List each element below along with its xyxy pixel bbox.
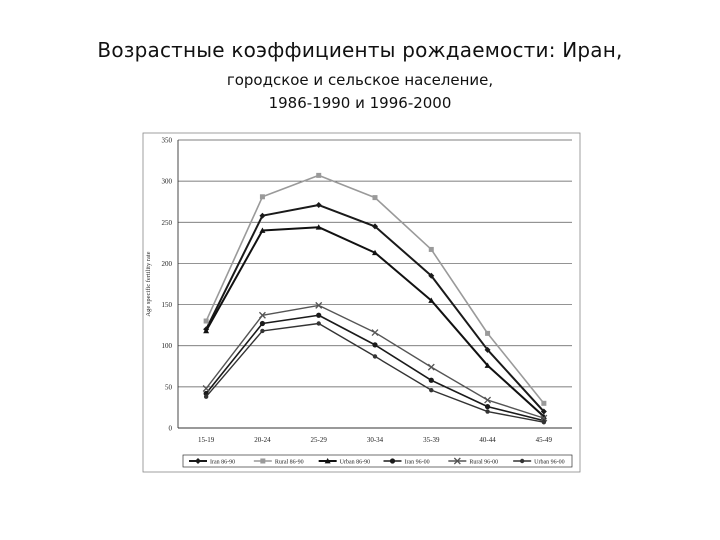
data-point	[428, 272, 435, 279]
data-point	[428, 297, 435, 303]
legend-label: Rural 96-00	[469, 460, 498, 466]
series-layer	[202, 172, 548, 425]
x-tick-label: 40-44	[479, 436, 496, 444]
slide-subtitle-line1: городское и сельское население,	[226, 71, 494, 89]
data-point	[316, 321, 321, 326]
y-tick-label-0: 0	[169, 425, 173, 433]
legend-layer: Iran 86-90 Rural 86-90 Urban 86-90 Iran 96-…	[182, 454, 573, 468]
chart-frame	[142, 132, 581, 473]
slide-title: Возрастные коэффициенты рождаемости: Ира…	[97, 38, 623, 62]
data-point	[485, 409, 490, 414]
legend-marker	[324, 458, 331, 464]
data-point	[316, 312, 322, 318]
data-point	[203, 394, 209, 399]
y-tick-label-250: 250	[162, 219, 173, 227]
data-point	[540, 414, 548, 422]
data-point	[484, 362, 491, 368]
data-point	[203, 327, 210, 334]
y-tick-label-200: 200	[162, 260, 173, 268]
data-point	[316, 172, 322, 178]
series-rural-86-90	[203, 172, 547, 406]
x-tick-label: 15-19	[198, 436, 215, 444]
x-tick-label: 30-34	[367, 436, 384, 444]
series-urban-96-00	[203, 321, 547, 425]
data-point	[484, 396, 492, 404]
legend-label: Urban 86-90	[340, 460, 371, 466]
data-point	[372, 195, 378, 201]
data-point	[259, 227, 266, 233]
x-tick-label: 35-39	[423, 436, 440, 444]
y-axis-label: Age specific fertility rate	[145, 251, 152, 316]
axis-layer: 0 50 100 150 200 250 300 350 15-19 20-24 25-29 30-3…	[145, 137, 572, 444]
data-point	[540, 408, 547, 415]
legend-marker	[453, 457, 461, 465]
legend-box	[182, 454, 573, 468]
data-point	[428, 377, 434, 383]
data-point	[260, 328, 265, 334]
series-line	[205, 204, 545, 413]
legend-label: Rural 86-90	[275, 460, 304, 466]
data-point	[258, 311, 266, 319]
y-tick-label-350: 350	[162, 137, 173, 145]
legend-item: Iran 96-00	[383, 458, 430, 466]
series-iran-96-00	[203, 312, 547, 424]
legend-label: Urban 96-00	[534, 460, 565, 466]
slide-subtitle-line2: 1986-1990 и 1996-2000	[268, 94, 452, 112]
grid-layer	[178, 139, 572, 429]
series-rural-96-00	[202, 301, 548, 422]
y-tick-label-50: 50	[165, 383, 173, 391]
data-point	[371, 329, 379, 337]
data-point	[315, 224, 322, 230]
data-point	[372, 342, 378, 348]
legend-item: Rural 96-00	[448, 457, 498, 466]
data-point	[315, 301, 323, 309]
data-point	[372, 223, 378, 230]
data-point	[259, 212, 266, 219]
legend-item: Iran 86-90	[189, 458, 235, 466]
legend-item: Urban 96-00	[513, 458, 565, 466]
series-line	[205, 174, 545, 404]
series-line	[205, 314, 545, 422]
series-line	[205, 304, 545, 419]
data-point	[541, 420, 547, 425]
data-point	[427, 363, 435, 371]
series-urban-86-90	[203, 224, 547, 419]
data-point	[484, 346, 491, 353]
x-tick-label: 45-49	[536, 436, 553, 444]
y-tick-label-300: 300	[162, 178, 173, 186]
legend-item: Urban 86-90	[318, 458, 371, 466]
legend-marker	[195, 458, 201, 464]
y-tick-label-100: 100	[162, 342, 173, 350]
legend-label: Iran 86-90	[210, 460, 235, 466]
legend-marker	[260, 458, 266, 464]
data-point	[485, 330, 491, 336]
y-tick-label-150: 150	[162, 301, 173, 309]
data-point	[372, 354, 378, 359]
data-point	[428, 246, 434, 252]
data-point	[202, 385, 210, 392]
data-point	[541, 400, 547, 406]
data-point	[259, 320, 266, 327]
legend-item: Rural 86-90	[253, 458, 304, 466]
data-point	[259, 194, 265, 200]
data-point	[372, 249, 378, 256]
x-tick-label: 25-29	[311, 436, 328, 444]
legend-label: Iran 96-00	[405, 460, 430, 466]
data-point	[315, 202, 322, 209]
data-point	[203, 318, 209, 324]
legend-marker	[389, 458, 396, 464]
series-iran-86-90	[203, 202, 547, 415]
chart-border	[142, 132, 581, 473]
data-point	[484, 404, 491, 410]
legend-marker	[519, 458, 525, 464]
x-tick-label: 20-24	[254, 436, 271, 444]
data-point	[429, 387, 434, 393]
